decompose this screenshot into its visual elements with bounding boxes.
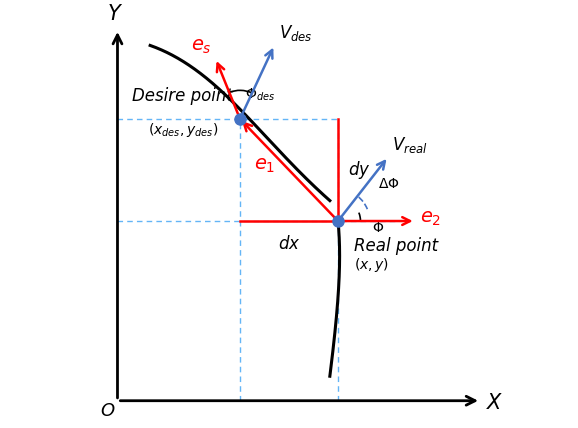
Text: $e_1$: $e_1$ — [254, 156, 275, 175]
Text: $V_{real}$: $V_{real}$ — [392, 135, 428, 155]
Text: $\Delta\Phi$: $\Delta\Phi$ — [377, 177, 399, 191]
Text: Desire point: Desire point — [132, 86, 234, 105]
Text: $Y$: $Y$ — [108, 4, 124, 24]
Text: $dx$: $dx$ — [278, 235, 300, 253]
Text: $\Phi$: $\Phi$ — [372, 220, 384, 235]
Text: $(x_{des},y_{des})$: $(x_{des},y_{des})$ — [147, 121, 218, 139]
Text: $dy$: $dy$ — [348, 159, 371, 181]
Text: $V_{des}$: $V_{des}$ — [279, 23, 312, 43]
Text: $\Phi_{des}$: $\Phi_{des}$ — [245, 86, 275, 103]
Text: $(x,y)$: $(x,y)$ — [354, 256, 390, 274]
Text: Real point: Real point — [354, 238, 439, 256]
Text: $e_s$: $e_s$ — [191, 37, 212, 56]
Text: $O$: $O$ — [99, 402, 115, 420]
Text: $X$: $X$ — [486, 393, 503, 413]
Text: $e_2$: $e_2$ — [420, 209, 441, 229]
